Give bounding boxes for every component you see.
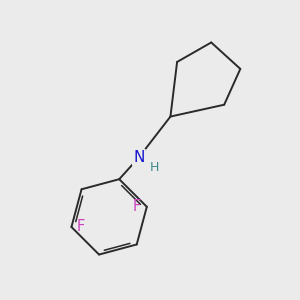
Text: F: F [133, 199, 141, 214]
Text: H: H [150, 161, 159, 174]
Text: N: N [133, 150, 145, 165]
Text: F: F [77, 220, 85, 235]
